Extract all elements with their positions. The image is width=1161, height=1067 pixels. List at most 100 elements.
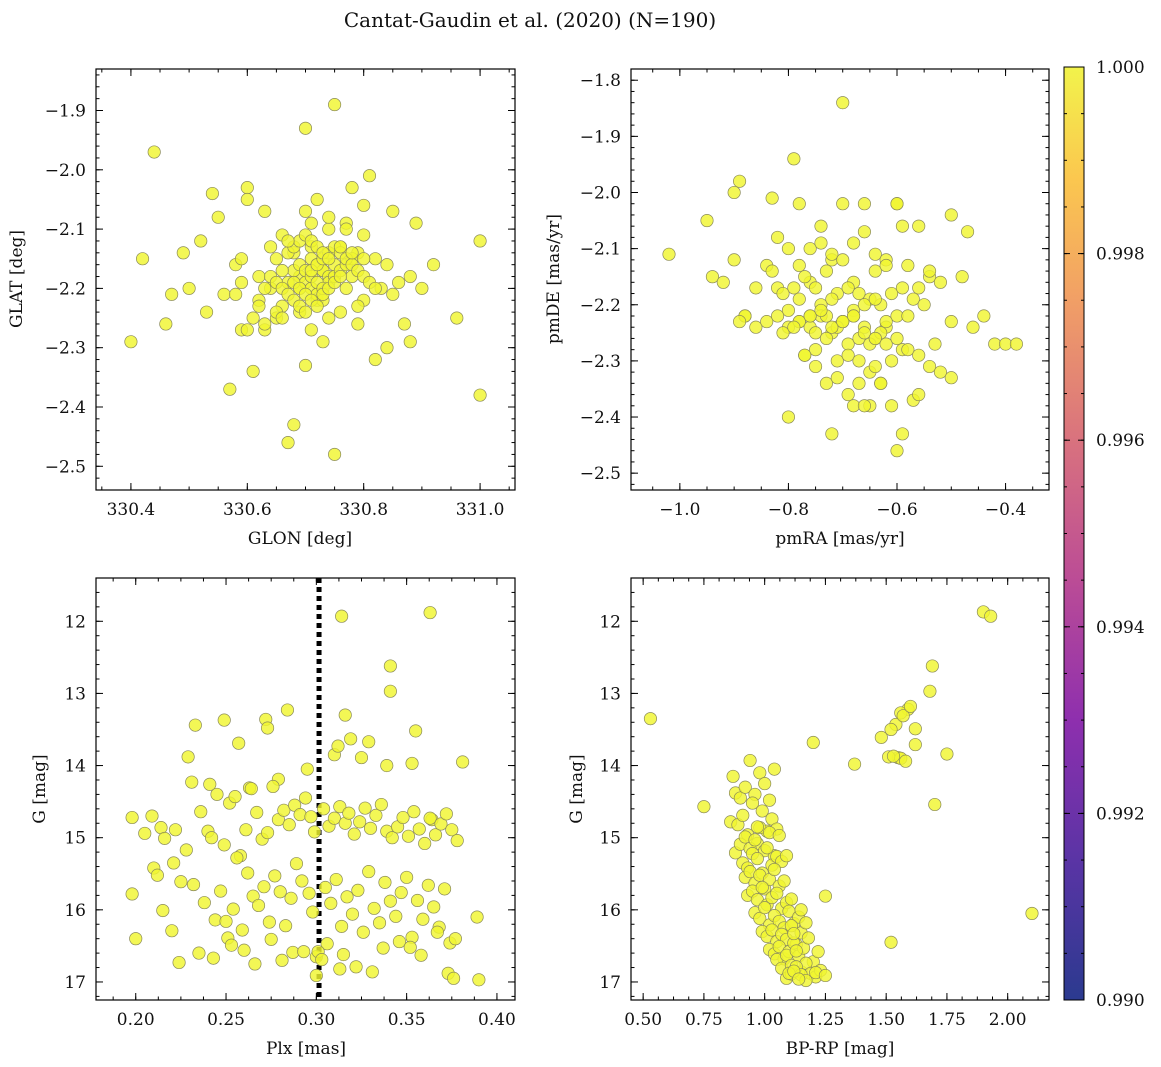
data-point xyxy=(269,252,283,266)
data-point xyxy=(868,359,882,374)
x-tick-label: −0.6 xyxy=(876,500,917,520)
data-point xyxy=(205,831,219,845)
data-point xyxy=(767,762,781,776)
data-point xyxy=(772,828,786,843)
panel-pmra_pmde: −1.0 −0.8 −0.6 −0.4 −1.8 −1.9 −2.0 −2.1 −2.2 −2.3… xyxy=(544,68,1050,549)
data-point xyxy=(289,857,304,871)
data-point xyxy=(208,913,222,927)
data-point xyxy=(792,197,806,211)
y-axis-label: pmDE [mas/yr] xyxy=(544,214,564,344)
x-tick-label: 330.8 xyxy=(339,500,388,520)
data-point xyxy=(298,305,313,319)
data-point xyxy=(912,281,926,295)
data-point xyxy=(427,900,441,914)
data-point xyxy=(787,281,801,295)
data-point xyxy=(363,821,378,835)
plot-frame xyxy=(95,577,516,1001)
data-point xyxy=(439,807,453,821)
data-point xyxy=(753,766,767,780)
data-point xyxy=(214,884,228,898)
data-point xyxy=(280,703,294,717)
y-tick-label: −1.9 xyxy=(45,102,86,122)
data-point xyxy=(261,721,275,735)
data-point xyxy=(181,750,195,764)
data-point xyxy=(351,883,365,897)
data-point xyxy=(755,880,769,895)
data-point xyxy=(258,281,272,295)
data-point xyxy=(857,225,871,239)
data-point xyxy=(908,722,922,736)
data-point xyxy=(246,311,260,325)
data-point xyxy=(351,299,365,313)
data-point xyxy=(167,856,181,870)
y-tick-label: 14 xyxy=(64,757,86,777)
data-point xyxy=(179,843,193,857)
data-point xyxy=(917,298,931,312)
data-point xyxy=(229,287,243,301)
data-point xyxy=(923,264,937,278)
data-point xyxy=(165,924,179,938)
data-point xyxy=(389,909,403,923)
colorbar-tick-label: 0.990 xyxy=(1096,991,1145,1011)
data-point xyxy=(830,354,844,368)
data-point xyxy=(273,885,287,899)
data-point xyxy=(825,320,839,334)
y-tick-label: −2.3 xyxy=(580,352,621,372)
data-point xyxy=(750,852,764,866)
x-axis-label: pmRA [mas/yr] xyxy=(775,529,904,549)
data-point xyxy=(771,230,785,244)
data-point xyxy=(349,960,363,974)
data-point xyxy=(472,973,486,987)
data-point xyxy=(901,309,915,323)
data-point xyxy=(836,96,850,110)
data-point xyxy=(847,309,861,323)
data-point xyxy=(386,287,400,301)
data-point xyxy=(339,281,353,295)
data-point xyxy=(895,281,909,295)
panel-bprp_g: 0.50 0.75 1.00 1.25 1.50 1.75 2.00 12 13 14 15 16 17… xyxy=(567,577,1050,1059)
y-tick-label: 17 xyxy=(599,973,621,993)
data-point xyxy=(310,192,324,207)
data-point xyxy=(787,927,801,941)
y-tick-label: 13 xyxy=(599,684,621,704)
data-point xyxy=(736,808,750,822)
data-point xyxy=(279,919,293,933)
data-point xyxy=(792,972,806,986)
data-point xyxy=(295,874,309,888)
x-tick-label: 330.4 xyxy=(107,500,156,520)
data-point xyxy=(336,948,350,962)
data-point xyxy=(315,953,329,967)
y-tick-label: −2.1 xyxy=(580,240,621,260)
data-point xyxy=(852,354,866,368)
data-point xyxy=(961,225,975,239)
data-point xyxy=(298,204,313,218)
data-point xyxy=(250,805,264,819)
data-point xyxy=(147,145,161,159)
y-tick-label: −1.8 xyxy=(580,71,621,91)
y-tick-label: −2.0 xyxy=(580,183,621,203)
data-point xyxy=(357,198,371,212)
data-point xyxy=(261,826,275,840)
data-point xyxy=(901,258,915,273)
data-point xyxy=(809,359,823,374)
data-point xyxy=(200,305,214,319)
data-point xyxy=(345,246,359,260)
data-point xyxy=(966,320,980,334)
data-point xyxy=(124,335,138,349)
data-point xyxy=(409,724,423,738)
data-point xyxy=(885,354,899,368)
data-point xyxy=(781,410,795,424)
data-point xyxy=(226,902,240,916)
data-point xyxy=(818,968,832,983)
data-point xyxy=(733,791,747,805)
colorbar-tick-label: 0.992 xyxy=(1096,804,1145,824)
points xyxy=(643,605,1039,988)
panel-glon_glat: 330.4 330.6 330.8 331.0 −1.9 −2.0 −2.1 −2.2 −2.3… xyxy=(7,68,516,549)
data-point xyxy=(787,152,801,166)
data-point xyxy=(430,925,444,939)
data-point xyxy=(345,181,359,195)
data-point xyxy=(217,838,231,852)
data-point xyxy=(434,817,448,831)
data-point xyxy=(733,174,747,188)
panel-plx_g: 0.20 0.25 0.30 0.35 0.40 12 13 14 15 16 17 Plx [mas… xyxy=(30,577,516,1059)
